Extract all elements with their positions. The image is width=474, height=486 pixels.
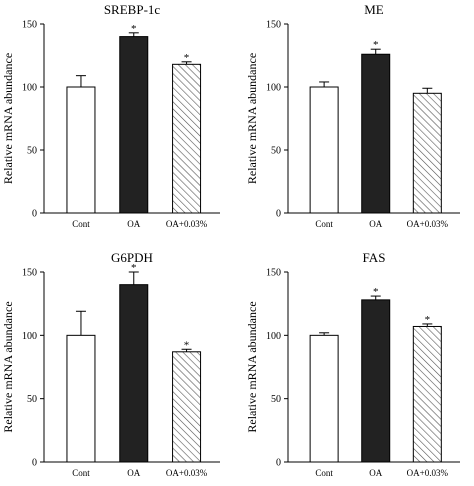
x-tick-label: OA xyxy=(127,468,140,478)
bar-hatched xyxy=(172,63,202,214)
y-tick-label: 50 xyxy=(271,394,281,405)
y-axis-label: Relative mRNA abundance xyxy=(1,301,15,432)
y-tick-label: 0 xyxy=(276,209,281,220)
y-tick-label: 50 xyxy=(27,146,37,157)
bar-solid xyxy=(119,284,149,463)
x-tick-label: OA+0.03% xyxy=(407,219,449,229)
chart-title: ME xyxy=(364,2,384,17)
y-tick-label: 100 xyxy=(22,83,37,94)
significance-marker: * xyxy=(184,52,190,64)
bar-open xyxy=(309,334,339,463)
x-tick-label: Cont xyxy=(315,468,333,478)
significance-marker: * xyxy=(131,23,137,35)
chart-panel: FAS Relative mRNA abundance Cont * OA * OA+0.0… xyxy=(245,250,460,478)
bar-hatched xyxy=(412,325,442,463)
significance-marker: * xyxy=(373,39,379,51)
y-tick-label: 0 xyxy=(32,458,37,469)
y-axis-label: Relative mRNA abundance xyxy=(1,53,15,184)
y-tick-label: 150 xyxy=(22,268,37,279)
y-tick-label: 0 xyxy=(276,458,281,469)
x-tick-label: OA xyxy=(127,219,140,229)
y-tick-label: 150 xyxy=(266,268,281,279)
x-tick-label: OA xyxy=(369,468,382,478)
y-tick-label: 100 xyxy=(266,331,281,342)
bar-solid xyxy=(119,36,149,214)
chart-title: SREBP-1c xyxy=(104,2,161,17)
bar-open xyxy=(66,334,96,463)
x-tick-label: OA xyxy=(369,219,382,229)
bar-solid xyxy=(361,53,391,214)
y-tick-label: 50 xyxy=(271,146,281,157)
significance-marker: * xyxy=(425,314,431,326)
y-tick-label: 150 xyxy=(266,20,281,31)
bar-solid xyxy=(361,299,391,463)
y-tick-label: 150 xyxy=(22,20,37,31)
bar-hatched xyxy=(172,351,202,463)
x-tick-label: Cont xyxy=(72,219,90,229)
y-tick-label: 0 xyxy=(32,209,37,220)
y-tick-label: 100 xyxy=(22,331,37,342)
bar-open xyxy=(66,86,96,214)
y-axis-label: Relative mRNA abundance xyxy=(245,53,259,184)
y-tick-label: 50 xyxy=(27,394,37,405)
chart-panel: ME Relative mRNA abundance Cont * OA OA+0.03%… xyxy=(245,2,460,229)
y-tick-label: 100 xyxy=(266,83,281,94)
chart-title: FAS xyxy=(363,250,386,265)
chart-title: G6PDH xyxy=(111,250,153,265)
significance-marker: * xyxy=(131,262,137,274)
x-tick-label: OA+0.03% xyxy=(407,468,449,478)
bar-open xyxy=(309,86,339,214)
significance-marker: * xyxy=(184,339,190,351)
bar-hatched xyxy=(412,92,442,214)
x-tick-label: Cont xyxy=(72,468,90,478)
significance-marker: * xyxy=(373,286,379,298)
x-tick-label: Cont xyxy=(315,219,333,229)
x-tick-label: OA+0.03% xyxy=(166,219,208,229)
chart-panel: G6PDH Relative mRNA abundance Cont * OA * OA+0… xyxy=(1,250,220,478)
chart-panel: SREBP-1c Relative mRNA abundance Cont * OA * O… xyxy=(1,2,220,229)
y-axis-label: Relative mRNA abundance xyxy=(245,301,259,432)
x-tick-label: OA+0.03% xyxy=(166,468,208,478)
